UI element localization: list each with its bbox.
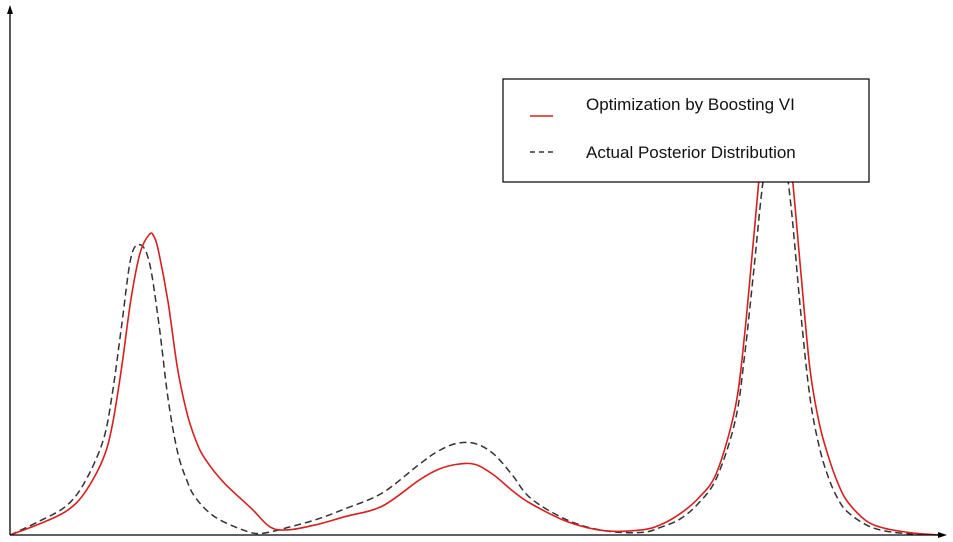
series-curves [9, 87, 941, 536]
x-axis-arrow [938, 532, 947, 538]
legend: Optimization by Boosting VI Actual Poste… [502, 78, 870, 183]
axes [7, 5, 947, 538]
legend-box [502, 78, 870, 183]
y-axis-arrow [7, 5, 13, 14]
series-line-boosting [9, 87, 941, 536]
legend-label-actual: Actual Posterior Distribution [586, 143, 796, 162]
legend-label-boosting: Optimization by Boosting VI [586, 95, 795, 114]
series-line-actual [9, 129, 941, 536]
